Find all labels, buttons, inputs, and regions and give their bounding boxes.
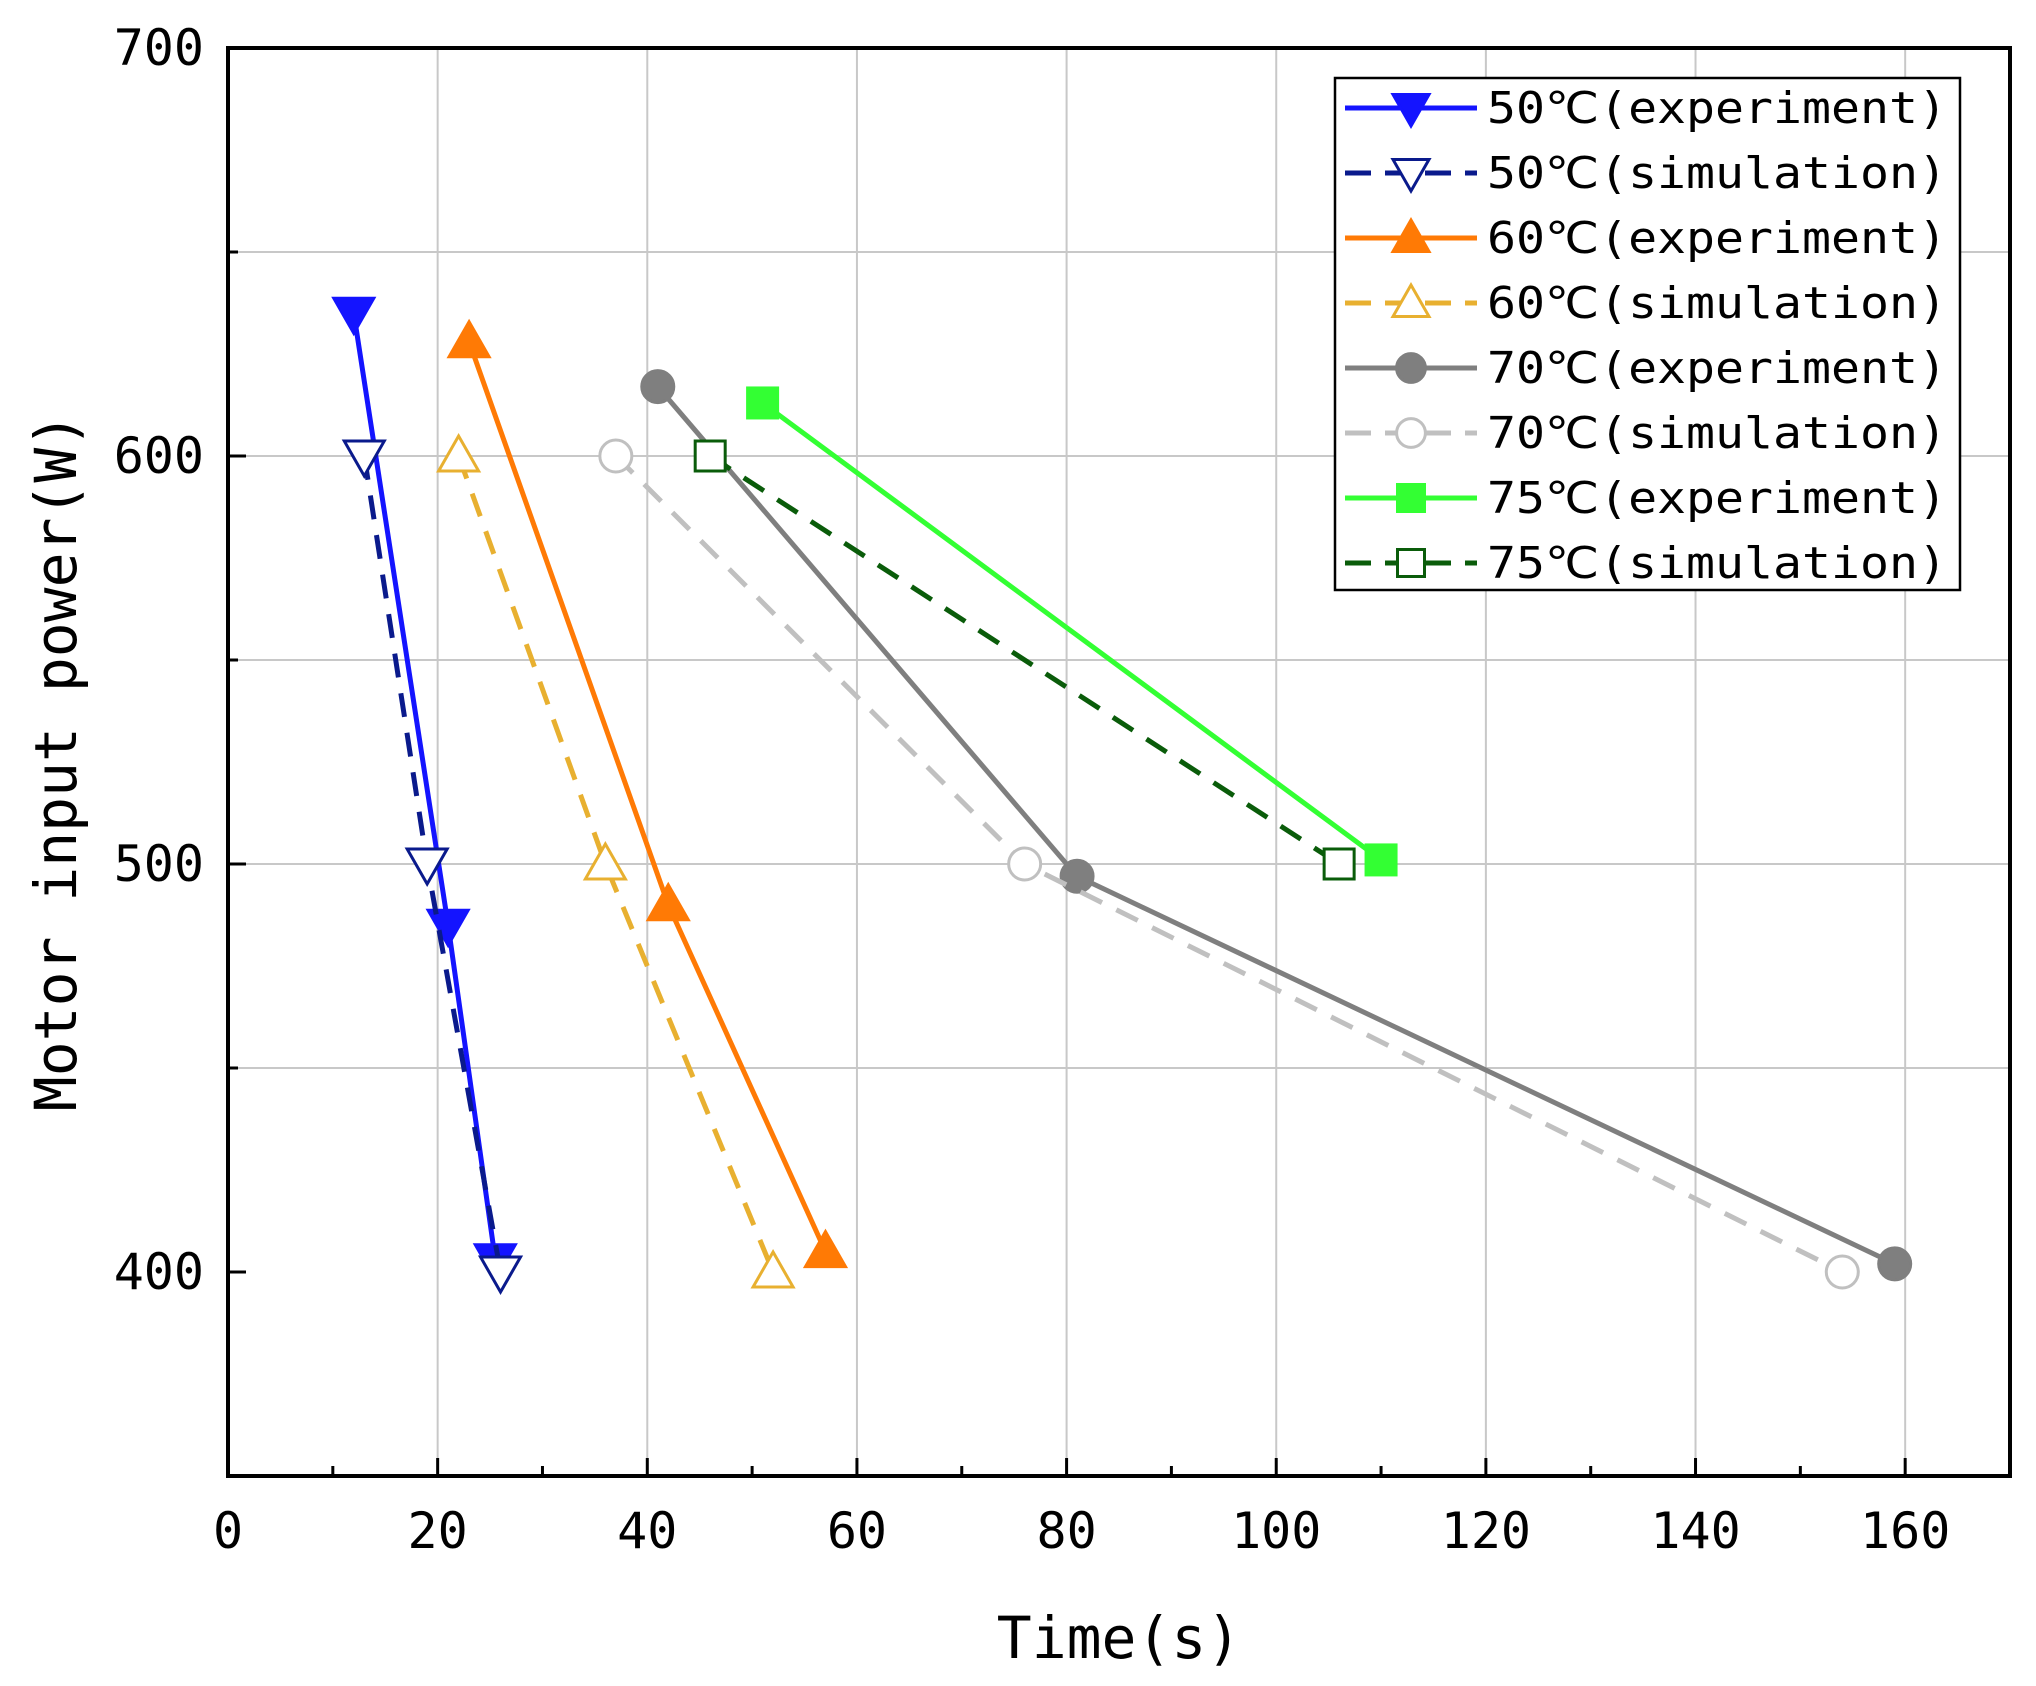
data-point xyxy=(1877,1246,1913,1282)
series-6 xyxy=(746,386,1398,877)
data-point xyxy=(582,840,628,881)
series-5 xyxy=(598,438,1860,1290)
legend-item: 70℃(simulation) xyxy=(1345,408,1947,459)
x-tick-label: 160 xyxy=(1860,1502,1950,1560)
legend-marker xyxy=(1390,93,1432,130)
data-point xyxy=(1322,847,1356,881)
series-2 xyxy=(446,318,849,1269)
y-axis-title: Motor input power(W) xyxy=(22,413,90,1111)
y-tick-label: 500 xyxy=(114,835,204,893)
legend-marker xyxy=(1396,548,1426,578)
series-line xyxy=(761,400,1383,862)
data-point xyxy=(425,908,471,949)
legend-marker xyxy=(1396,483,1426,513)
x-tick-label: 60 xyxy=(827,1502,887,1560)
legend-item: 70℃(experiment) xyxy=(1345,343,1947,394)
x-tick-label: 20 xyxy=(408,1502,468,1560)
legend-label: 50℃(simulation) xyxy=(1487,148,1947,199)
legend-item: 50℃(simulation) xyxy=(1345,148,1947,199)
data-point xyxy=(645,881,691,922)
tick-labels: 0 20 40 60 80 100 120 140 160 400 500 600 700 xyxy=(114,19,1951,1560)
series-3 xyxy=(436,432,796,1289)
y-tick-label: 600 xyxy=(114,427,204,485)
legend-item: 75℃(simulation) xyxy=(1345,538,1947,589)
data-point xyxy=(1059,858,1095,894)
data-point xyxy=(750,1248,796,1289)
x-tick-label: 0 xyxy=(213,1502,243,1560)
data-point xyxy=(331,296,377,337)
data-point xyxy=(1007,846,1043,882)
series-line xyxy=(456,455,776,1273)
x-tick-label: 120 xyxy=(1441,1502,1531,1560)
legend-label: 75℃(simulation) xyxy=(1487,538,1947,589)
y-tick-label: 400 xyxy=(114,1243,204,1301)
legend-item: 60℃(experiment) xyxy=(1345,213,1947,264)
data-point xyxy=(404,847,450,888)
ticks xyxy=(228,250,1907,1476)
data-point xyxy=(1364,843,1398,877)
x-axis-title: Time(s) xyxy=(997,1604,1241,1672)
legend-marker xyxy=(1390,216,1432,253)
legend-label: 60℃(experiment) xyxy=(1487,213,1947,264)
x-tick-label: 40 xyxy=(617,1502,677,1560)
legend-label: 75℃(experiment) xyxy=(1487,473,1947,524)
x-tick-label: 80 xyxy=(1036,1502,1096,1560)
legend-item: 75℃(experiment) xyxy=(1345,473,1947,524)
legend-item: 60℃(simulation) xyxy=(1345,278,1947,329)
legend-label: 70℃(experiment) xyxy=(1487,343,1947,394)
plot-frame xyxy=(226,46,2012,1478)
y-tick-label: 700 xyxy=(114,19,204,77)
data-point xyxy=(446,318,492,359)
data-point xyxy=(598,438,634,474)
data-point xyxy=(640,369,676,405)
series-line xyxy=(708,453,1341,867)
legend-label: 70℃(simulation) xyxy=(1487,408,1947,459)
legend: 50℃(experiment) 50℃(simulation) 60℃(experi… xyxy=(1333,76,1962,592)
series-7 xyxy=(693,439,1356,881)
x-tick-label: 100 xyxy=(1231,1502,1321,1560)
x-tick-label: 140 xyxy=(1650,1502,1740,1560)
data-point xyxy=(802,1228,849,1269)
series-layer xyxy=(331,296,1913,1296)
legend-marker xyxy=(1390,158,1432,195)
data-point xyxy=(477,1255,524,1296)
legend-label: 50℃(experiment) xyxy=(1487,83,1947,134)
legend-item: 50℃(experiment) xyxy=(1345,83,1947,134)
legend-label: 60℃(simulation) xyxy=(1487,278,1947,329)
legend-box xyxy=(1333,76,1962,592)
series-1 xyxy=(341,439,524,1296)
data-point xyxy=(1824,1254,1860,1290)
data-point xyxy=(693,439,727,473)
data-point xyxy=(341,439,387,480)
legend-marker xyxy=(1390,281,1432,318)
legend-marker xyxy=(1395,417,1427,449)
data-point xyxy=(436,432,482,473)
series-4 xyxy=(640,369,1913,1282)
legend-marker xyxy=(1395,352,1427,384)
data-point xyxy=(746,386,780,420)
